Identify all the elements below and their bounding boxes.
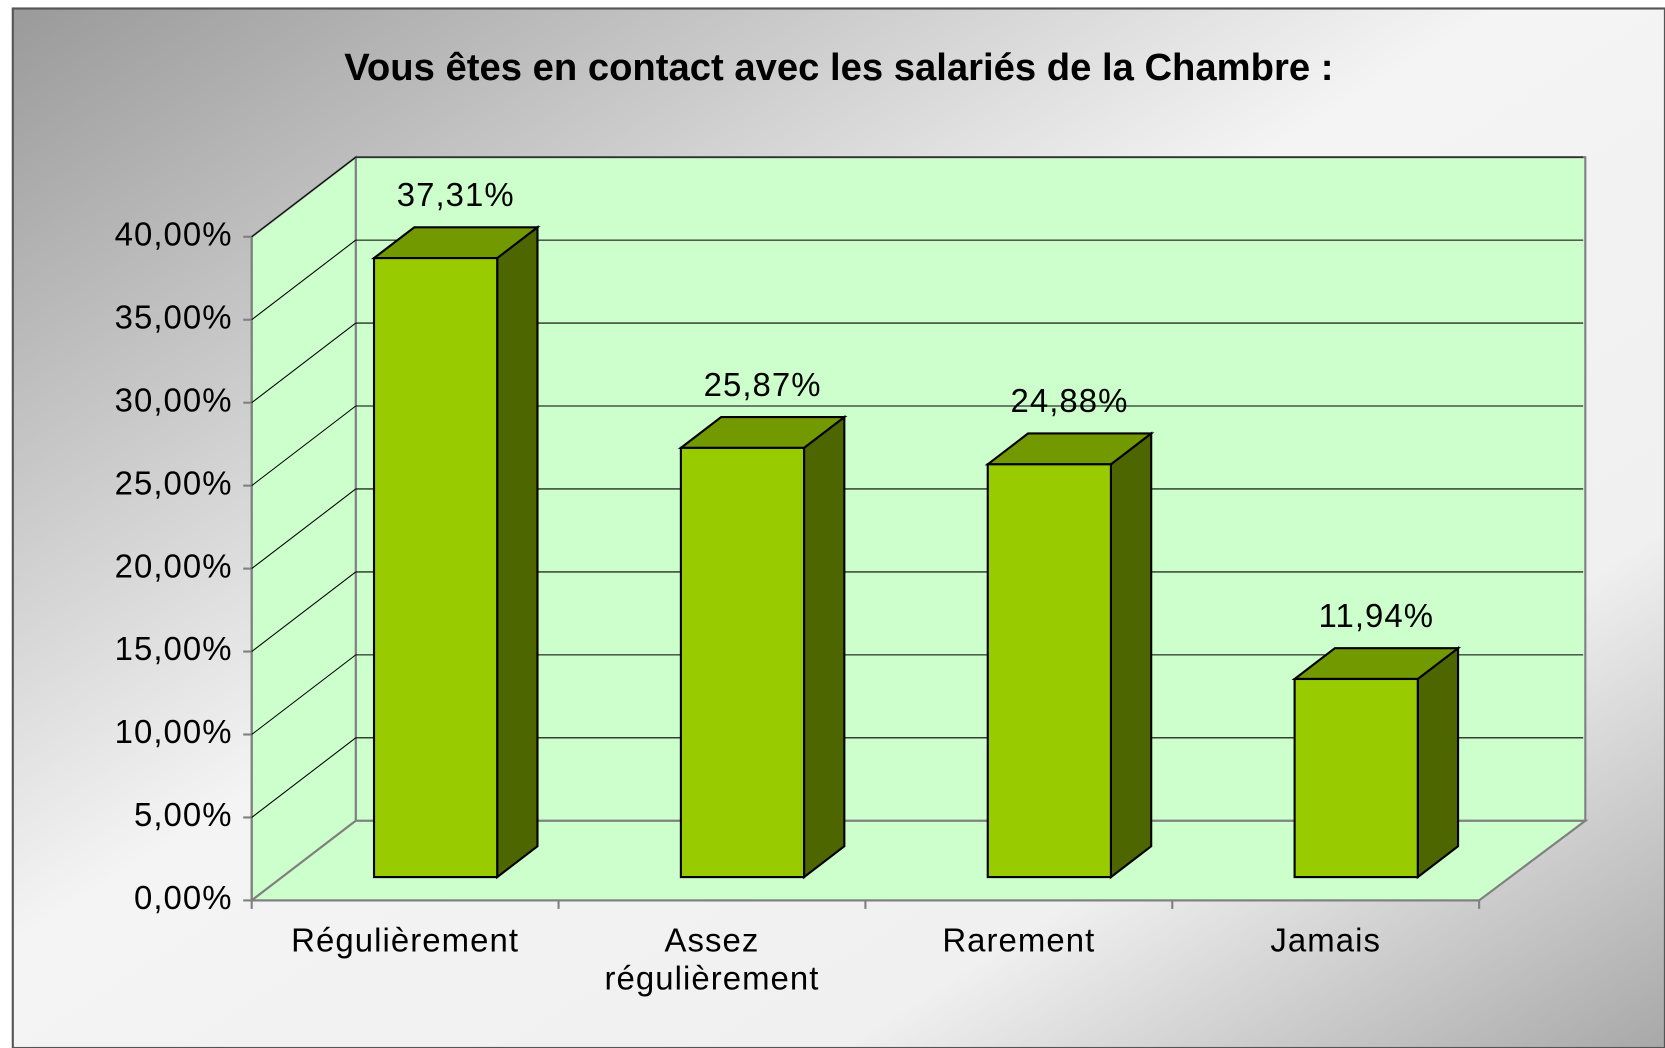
x-tick-label: Jamais bbox=[1270, 921, 1382, 959]
bar bbox=[1293, 677, 1419, 879]
y-tick-label: 10,00% bbox=[115, 713, 233, 750]
x-tick-label: Régulièrement bbox=[291, 921, 520, 959]
grid-line bbox=[251, 737, 357, 818]
grid-line bbox=[251, 571, 357, 652]
y-tick-label: 25,00% bbox=[115, 464, 233, 501]
bar bbox=[986, 463, 1112, 879]
y-tick-label: 35,00% bbox=[115, 298, 233, 335]
bar bbox=[372, 257, 499, 879]
x-tick-label-box: Assez régulièrement bbox=[604, 921, 820, 998]
grid-line bbox=[251, 156, 357, 238]
value-label: 11,94% bbox=[1319, 597, 1435, 634]
x-tick-label-box: Régulièrement bbox=[291, 921, 520, 959]
y-tick-label: 30,00% bbox=[115, 381, 233, 418]
bar-side bbox=[1109, 431, 1153, 880]
y-tick-label: 20,00% bbox=[115, 547, 233, 584]
grid-line bbox=[251, 654, 357, 735]
grid-line bbox=[251, 322, 357, 404]
y-tick-label: 5,00% bbox=[134, 796, 233, 833]
bar-side bbox=[1416, 646, 1460, 880]
y-tick-label: 15,00% bbox=[115, 630, 233, 667]
bar-side bbox=[802, 414, 846, 880]
value-label: 24,88% bbox=[1010, 382, 1128, 419]
value-label: 37,31% bbox=[397, 176, 515, 213]
bar-side bbox=[496, 225, 539, 880]
y-tick-label: 0,00% bbox=[134, 879, 233, 916]
x-tick-label: Assez régulièrement bbox=[604, 921, 820, 998]
grid-line bbox=[251, 488, 357, 570]
y-tick-label: 40,00% bbox=[115, 215, 233, 252]
value-label: 25,87% bbox=[704, 366, 822, 403]
grid-line bbox=[251, 405, 357, 487]
bar bbox=[679, 446, 806, 879]
x-tick-label-box: Jamais bbox=[1270, 921, 1382, 959]
x-tick-label-box: Rarement bbox=[942, 921, 1096, 959]
x-tick-label: Rarement bbox=[942, 921, 1096, 959]
plot: 0,00% 5,00% 10,00% 15,00% 20,00% 25,00% 30,00%… bbox=[115, 156, 1584, 998]
chart-title: Vous êtes en contact avec les salariés d… bbox=[344, 46, 1333, 89]
grid-line bbox=[251, 239, 357, 321]
